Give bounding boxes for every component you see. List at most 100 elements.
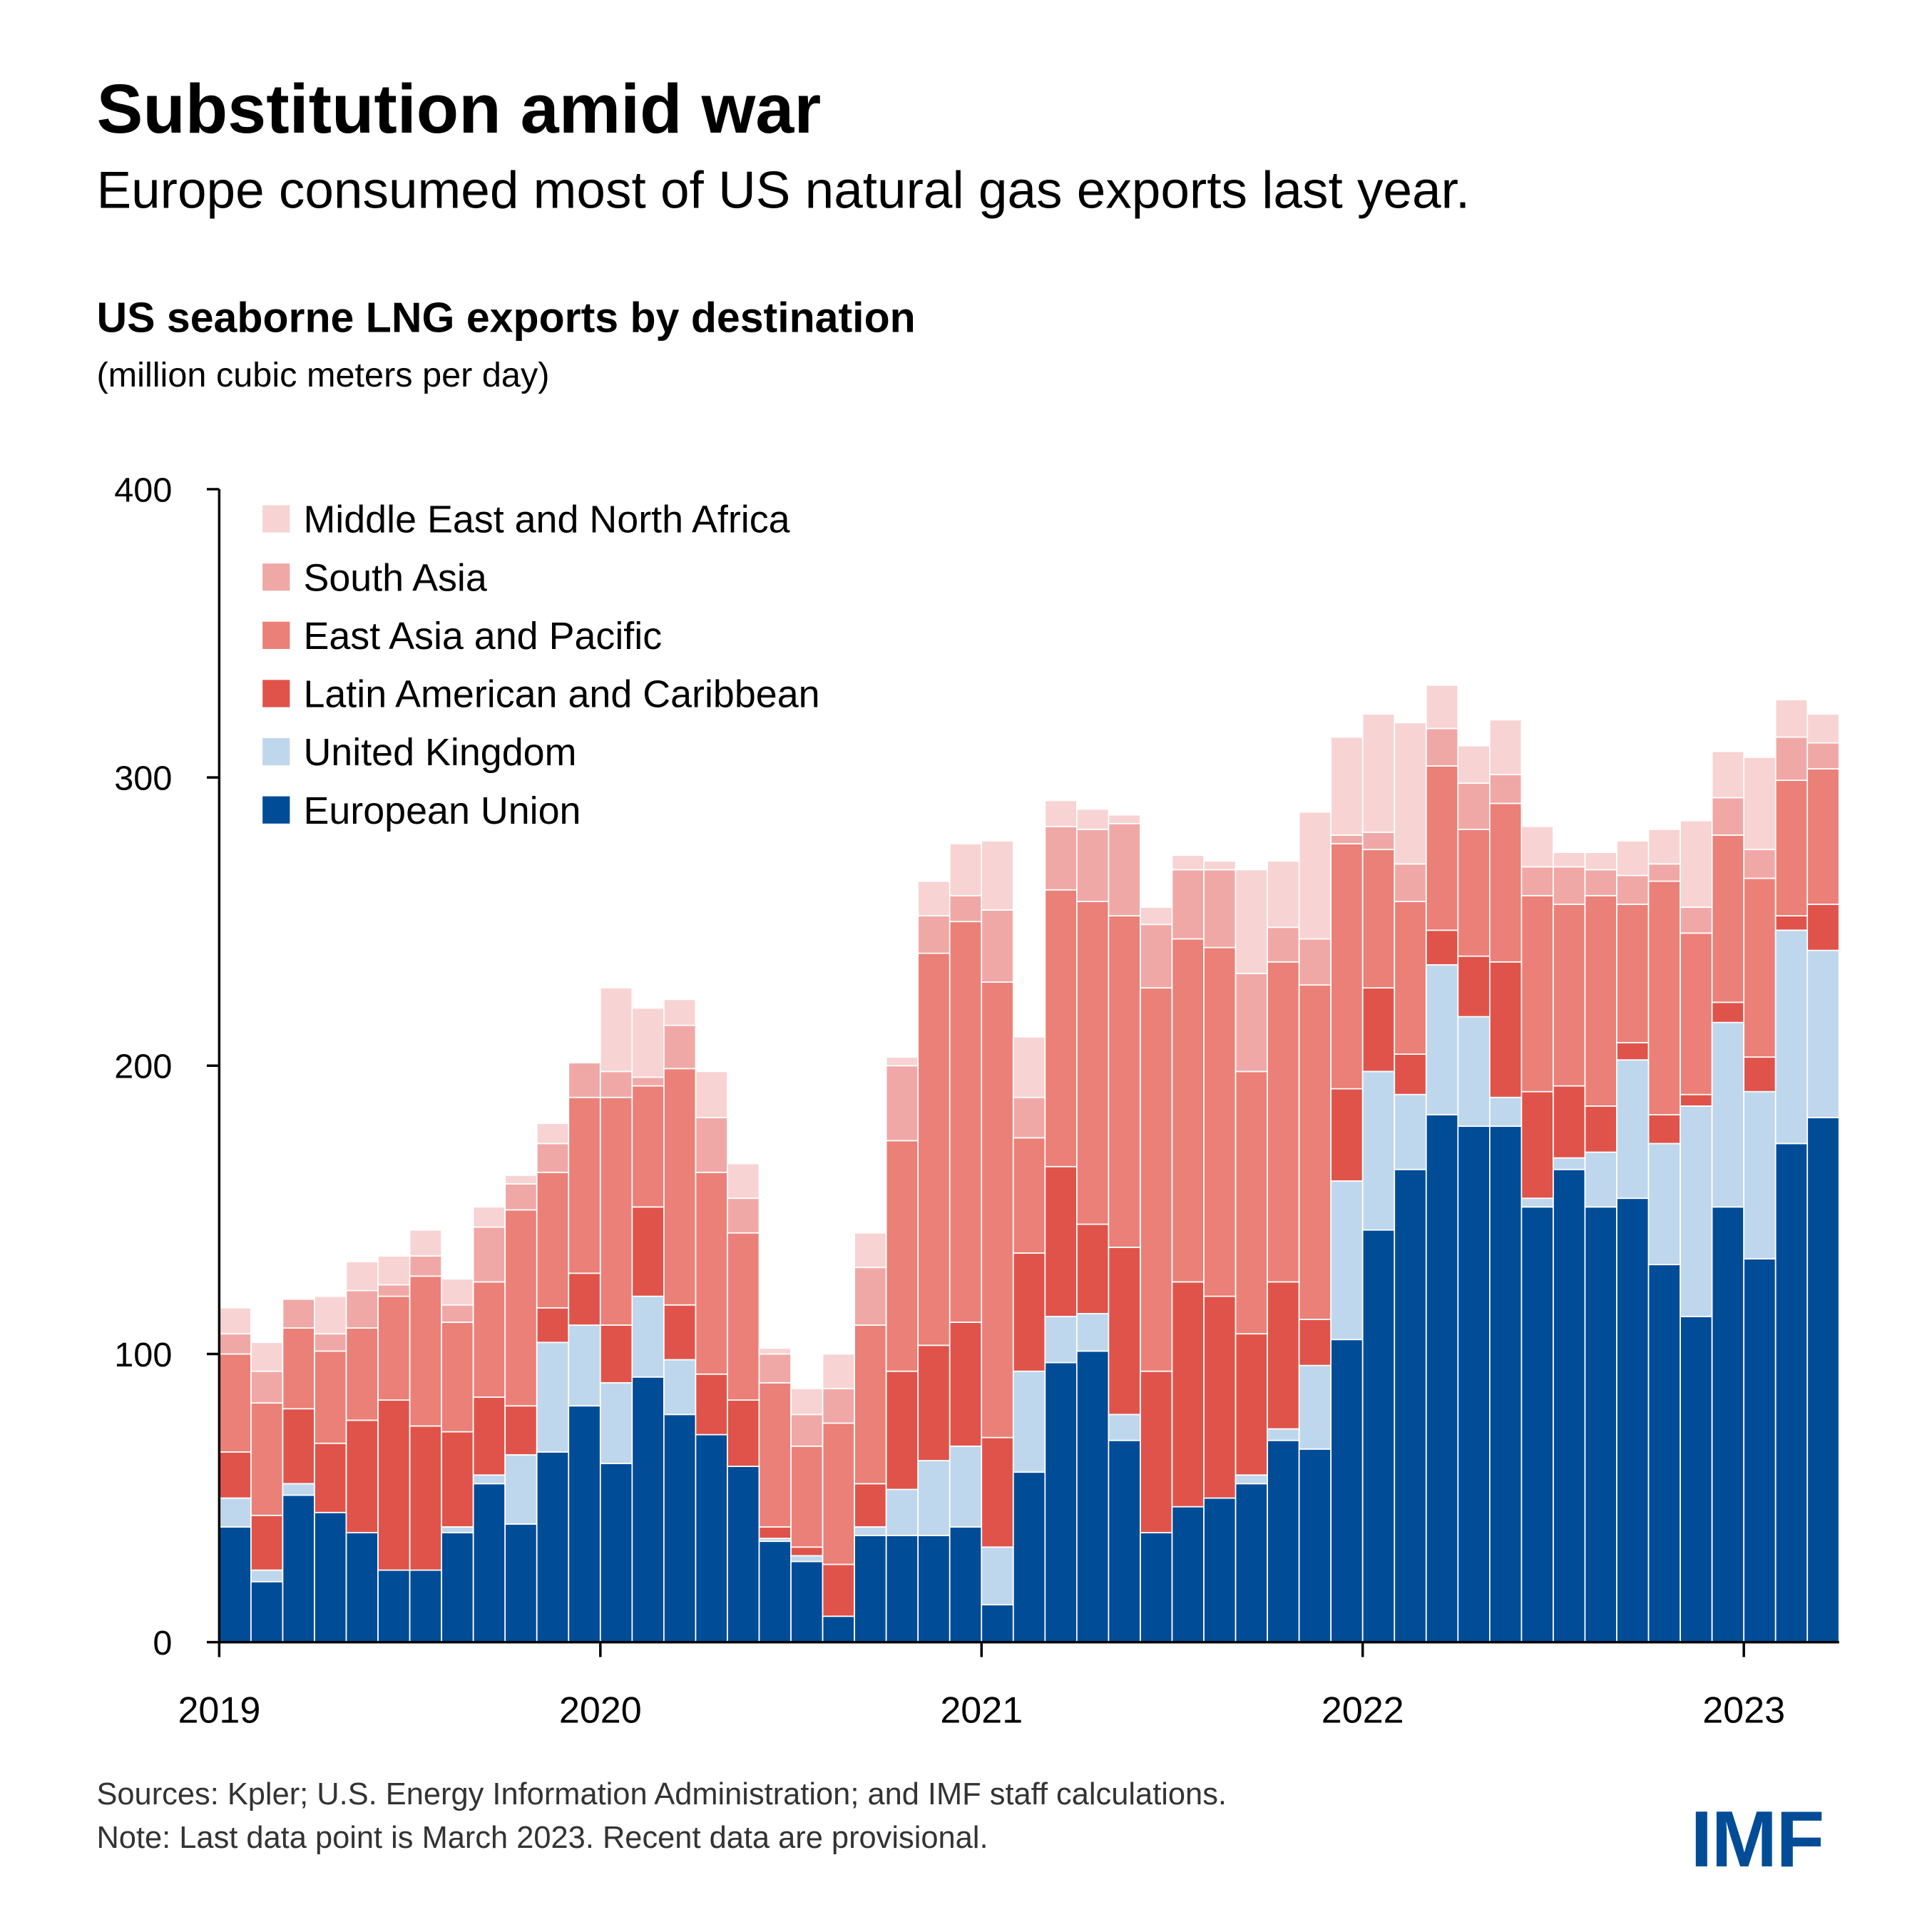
bar-segment-south-asia	[1647, 863, 1681, 882]
bar-segment-south-asia	[568, 1062, 601, 1098]
bar-segment-latin-american-and-caribbean	[1774, 915, 1809, 931]
x-tick-label: 2020	[559, 1690, 642, 1732]
imf-logo-text: IMF	[1690, 1794, 1824, 1884]
bar-segment-united-kingdom	[1076, 1313, 1110, 1352]
bar-segment-latin-american-and-caribbean	[218, 1451, 252, 1499]
bar-segment-united-kingdom	[949, 1445, 983, 1528]
bar-segment-united-kingdom	[1044, 1316, 1078, 1364]
bar-segment-european-union	[472, 1483, 506, 1643]
bar-segment-latin-american-and-caribbean	[1520, 1090, 1554, 1200]
bar-segment-european-union	[1488, 1125, 1523, 1643]
legend-swatch	[262, 680, 290, 707]
bar-segment-united-kingdom	[250, 1569, 284, 1583]
bar-segment-european-union	[1457, 1125, 1491, 1643]
bar-segment-european-union	[1774, 1143, 1809, 1643]
legend-swatch	[262, 621, 290, 649]
bar-segment-european-union	[695, 1433, 728, 1643]
bar-segment-united-kingdom	[1298, 1364, 1332, 1450]
bar-segment-latin-american-and-caribbean	[504, 1405, 538, 1456]
data-note: Note: Last data point is March 2023. Rec…	[96, 1820, 988, 1856]
bar-segment-middle-east-and-north-africa	[758, 1347, 792, 1355]
bar-segment-middle-east-and-north-africa	[822, 1353, 855, 1389]
bar-segment-european-union	[1330, 1339, 1364, 1643]
bar-segment-east-asia-and-pacific	[949, 921, 983, 1323]
bar-segment-middle-east-and-north-africa	[1012, 1036, 1046, 1098]
bar-segment-united-kingdom	[631, 1295, 665, 1378]
bar-segment-middle-east-and-north-africa	[1298, 811, 1332, 940]
bar-segment-south-asia	[885, 1065, 919, 1142]
bar-segment-south-asia	[1203, 869, 1237, 949]
bar-segment-latin-american-and-caribbean	[1044, 1165, 1078, 1317]
bar-segment-east-asia-and-pacific	[854, 1324, 887, 1485]
bar-segment-european-union	[314, 1511, 347, 1643]
bar-segment-east-asia-and-pacific	[885, 1140, 919, 1372]
bar-segment-east-asia-and-pacific	[917, 952, 951, 1346]
bar-segment-european-union	[536, 1451, 570, 1643]
bar-segment-middle-east-and-north-africa	[250, 1341, 284, 1372]
bar-segment-middle-east-and-north-africa	[727, 1162, 760, 1200]
bar-segment-south-asia	[917, 915, 951, 954]
bar-segment-middle-east-and-north-africa	[631, 1007, 665, 1078]
bar-segment-european-union	[1108, 1439, 1141, 1643]
bar-segment-south-asia	[1616, 874, 1650, 905]
y-tick-label: 400	[114, 471, 172, 509]
bar-segment-east-asia-and-pacific	[1330, 843, 1364, 1090]
bar-segment-middle-east-and-north-africa	[1806, 713, 1840, 744]
bar-segment-east-asia-and-pacific	[822, 1422, 855, 1565]
bar-segment-united-kingdom	[1012, 1370, 1046, 1473]
bar-segment-south-asia	[441, 1304, 474, 1323]
bar-segment-middle-east-and-north-africa	[917, 880, 951, 916]
bar-segment-south-asia	[1140, 924, 1173, 989]
bar-segment-east-asia-and-pacific	[790, 1445, 824, 1548]
legend-label: South Asia	[303, 556, 486, 599]
bar-segment-south-asia	[822, 1388, 855, 1424]
bar-segment-east-asia-and-pacific	[663, 1068, 697, 1306]
bar-segment-european-union	[1806, 1117, 1840, 1643]
bar-segment-south-asia	[409, 1255, 442, 1277]
bar-segment-middle-east-and-north-africa	[377, 1255, 411, 1286]
bar-segment-united-kingdom	[1711, 1021, 1745, 1208]
bar-segment-latin-american-and-caribbean	[536, 1307, 570, 1344]
bar-segment-latin-american-and-caribbean	[1267, 1281, 1300, 1430]
bar-segment-middle-east-and-north-africa	[1425, 684, 1459, 730]
bar-segment-east-asia-and-pacific	[1743, 877, 1777, 1058]
legend-swatch	[262, 796, 290, 824]
bar-segment-south-asia	[1806, 742, 1840, 770]
bar-segment-european-union	[1616, 1197, 1650, 1643]
bar-segment-united-kingdom	[568, 1324, 601, 1407]
bar-segment-south-asia	[1711, 797, 1745, 836]
bar-segment-south-asia	[1520, 866, 1554, 896]
bar-segment-european-union	[727, 1466, 760, 1643]
bar-segment-middle-east-and-north-africa	[1488, 719, 1523, 775]
bar-segment-latin-american-and-caribbean	[1488, 961, 1523, 1098]
bar-segment-east-asia-and-pacific	[1774, 780, 1809, 916]
bar-segment-united-kingdom	[218, 1497, 252, 1528]
bar-segment-south-asia	[1584, 869, 1617, 896]
sources-note: Sources: Kpler; U.S. Energy Information …	[96, 1777, 1227, 1812]
bar-segment-south-asia	[631, 1076, 665, 1087]
bar-segment-east-asia-and-pacific	[1298, 984, 1332, 1320]
bar-segment-european-union	[1140, 1532, 1173, 1643]
bar-segment-south-asia	[504, 1183, 538, 1211]
bar-segment-east-asia-and-pacific	[345, 1327, 379, 1421]
bar-segment-latin-american-and-caribbean	[1711, 1001, 1745, 1023]
bar-segment-latin-american-and-caribbean	[1680, 1093, 1713, 1107]
bar-segment-south-asia	[536, 1143, 570, 1173]
bar-segment-latin-american-and-caribbean	[790, 1546, 824, 1557]
bar-segment-middle-east-and-north-africa	[695, 1070, 728, 1118]
bar-segment-united-kingdom	[917, 1460, 951, 1536]
bar-segment-middle-east-and-north-africa	[1774, 699, 1809, 738]
bar-segment-south-asia	[1743, 849, 1777, 879]
bar-segment-east-asia-and-pacific	[1647, 880, 1681, 1115]
bar-segment-east-asia-and-pacific	[1012, 1137, 1046, 1254]
bar-segment-east-asia-and-pacific	[536, 1171, 570, 1309]
bar-segment-east-asia-and-pacific	[472, 1281, 506, 1398]
bar-segment-east-asia-and-pacific	[1520, 894, 1554, 1093]
bar-segment-european-union	[1553, 1168, 1586, 1643]
bar-segment-middle-east-and-north-africa	[1267, 860, 1300, 929]
bar-segment-latin-american-and-caribbean	[1553, 1085, 1586, 1159]
bar-segment-european-union	[822, 1615, 855, 1643]
bar-segment-east-asia-and-pacific	[1457, 828, 1491, 957]
bar-segment-latin-american-and-caribbean	[758, 1526, 792, 1540]
